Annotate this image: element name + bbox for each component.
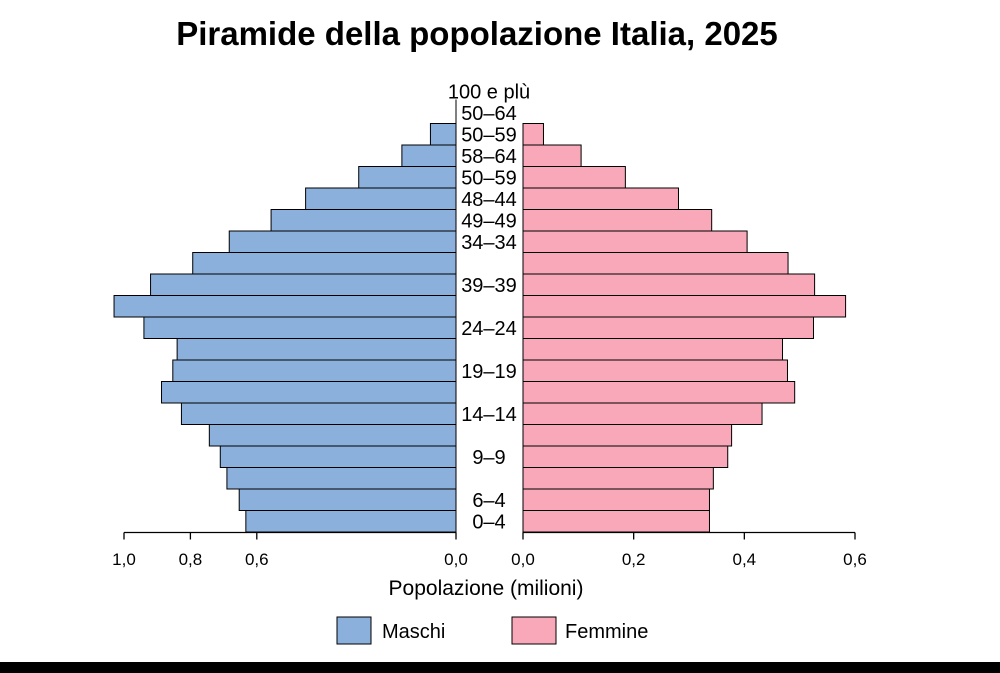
male-bar xyxy=(180,402,457,425)
age-label: 50–59 xyxy=(461,124,517,146)
female-bar xyxy=(522,273,816,296)
female-bar xyxy=(522,381,796,404)
age-label: 50–64 xyxy=(461,103,517,125)
female-bar xyxy=(522,166,626,189)
male-bar xyxy=(172,359,457,382)
female-bar xyxy=(522,123,544,146)
left-tick-label: 0,6 xyxy=(245,550,269,569)
male-bar xyxy=(238,488,457,511)
age-label: 24–24 xyxy=(461,318,517,340)
age-label: 14–14 xyxy=(461,404,517,426)
male-bar xyxy=(226,467,457,490)
right-tick-label: 0,2 xyxy=(622,550,646,569)
x-axis-label: Popolazione (milioni) xyxy=(389,577,584,600)
male-bars xyxy=(113,123,457,533)
age-label: 34–34 xyxy=(461,232,517,254)
female-bar xyxy=(522,402,763,425)
age-group-labels: 100 e plù50–6450–5958–6450–5948–4449–493… xyxy=(448,81,530,533)
male-bar xyxy=(219,445,457,468)
female-bar xyxy=(522,488,710,511)
male-bar xyxy=(429,123,457,146)
male-bar xyxy=(228,230,457,253)
female-bar xyxy=(522,316,814,339)
female-bar xyxy=(522,144,582,167)
age-label: 39–39 xyxy=(461,275,517,297)
female-bar xyxy=(522,467,714,490)
female-bar xyxy=(522,338,784,361)
age-label: 9–9 xyxy=(472,447,505,469)
legend-swatch-maschi xyxy=(336,616,372,645)
left-tick-label: 0,0 xyxy=(444,550,468,569)
left-tick-label: 1,0 xyxy=(112,550,136,569)
female-bars xyxy=(522,123,847,533)
age-label: 50–59 xyxy=(461,167,517,189)
female-bar xyxy=(522,230,748,253)
male-bar xyxy=(401,144,457,167)
male-bar xyxy=(270,209,457,232)
age-label: 6–4 xyxy=(472,490,505,512)
male-bar xyxy=(245,510,457,533)
male-bar xyxy=(208,424,457,447)
age-label: 0–4 xyxy=(472,511,505,533)
legend-label-femmine: Femmine xyxy=(565,621,648,643)
male-bar xyxy=(161,381,457,404)
right-tick-label: 0,6 xyxy=(843,550,867,569)
right-tick-label: 0,4 xyxy=(733,550,757,569)
male-bar xyxy=(176,338,457,361)
male-bar xyxy=(305,187,457,210)
age-label: 58–64 xyxy=(461,146,517,168)
male-bar xyxy=(143,316,457,339)
female-bar xyxy=(522,445,729,468)
x-axis-ticks: 1,0 0,8 0,6 0,0 0,0 0,2 0,4 0,6 xyxy=(112,532,867,569)
right-tick-label: 0,0 xyxy=(511,550,535,569)
female-bar xyxy=(522,424,733,447)
bottom-border xyxy=(0,662,1000,673)
female-bar xyxy=(522,252,789,275)
chart-title: Piramide della popolazione Italia, 2025 xyxy=(176,15,778,52)
female-bar xyxy=(522,295,847,318)
male-bar xyxy=(192,252,457,275)
female-bar xyxy=(522,209,713,232)
left-tick-label: 0,8 xyxy=(179,550,203,569)
male-bar xyxy=(113,295,457,318)
female-bar xyxy=(522,359,788,382)
legend: Maschi Femmine xyxy=(336,616,648,645)
male-bar xyxy=(150,273,457,296)
age-label: 19–19 xyxy=(461,361,517,383)
legend-swatch-femmine xyxy=(511,616,557,645)
female-bar xyxy=(522,510,710,533)
female-bar xyxy=(522,187,679,210)
age-label: 100 e plù xyxy=(448,81,530,103)
legend-label-maschi: Maschi xyxy=(382,621,445,643)
age-label: 48–44 xyxy=(461,189,517,211)
age-label: 49–49 xyxy=(461,210,517,232)
chart-axes xyxy=(124,99,855,534)
male-bar xyxy=(358,166,457,189)
